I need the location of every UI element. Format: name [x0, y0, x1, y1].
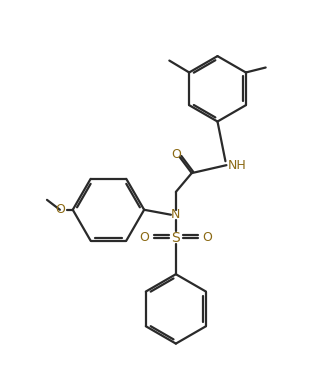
Text: N: N: [171, 208, 180, 221]
Text: O: O: [55, 203, 65, 216]
Text: O: O: [139, 231, 149, 244]
Text: NH: NH: [227, 159, 246, 172]
Text: O: O: [171, 148, 181, 161]
Text: O: O: [203, 231, 213, 244]
Text: S: S: [171, 230, 180, 244]
